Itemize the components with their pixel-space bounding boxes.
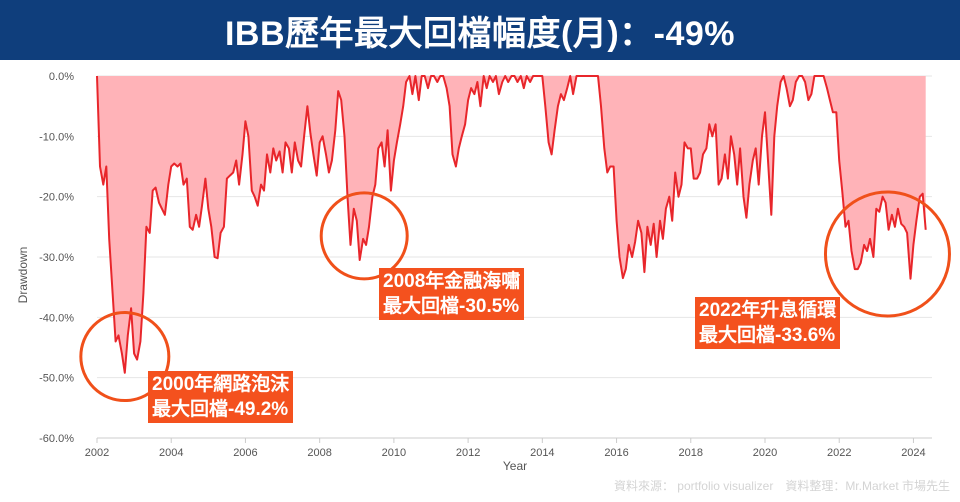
y-tick-label: -50.0%: [39, 373, 74, 385]
x-tick-label: 2010: [382, 447, 406, 459]
highlight-circle: [79, 311, 171, 403]
x-axis-label: Year: [503, 459, 527, 473]
x-tick-label: 2020: [753, 447, 777, 459]
annotation-gfc: 2008年金融海嘯 最大回檔-30.5%: [379, 268, 525, 320]
highlight-circle: [319, 191, 409, 281]
x-tick-label: 2004: [159, 447, 183, 459]
annotation-rate-hike-value: 最大回檔-33.6%: [699, 325, 836, 346]
y-axis-label: Drawdown: [16, 247, 30, 304]
x-tick-label: 2006: [233, 447, 257, 459]
annotation-dotcom-value: 最大回檔-49.2%: [152, 399, 289, 420]
drawdown-line: [96, 75, 927, 374]
annotation-circles: [79, 190, 951, 403]
x-tick-label: 2002: [85, 447, 109, 459]
annotation-gfc-value: 最大回檔-30.5%: [383, 296, 520, 317]
chart-title: IBB歷年最大回檔幅度(月)：-49%: [0, 0, 960, 60]
drawdown-area: [97, 76, 926, 373]
annotation-gfc-title: 2008年金融海嘯: [383, 271, 521, 292]
annotation-dotcom: 2000年網路泡沫 最大回檔-49.2%: [148, 371, 294, 423]
x-tick-label: 2024: [901, 447, 925, 459]
annotation-rate-hike: 2022年升息循環 最大回檔-33.6%: [695, 297, 841, 349]
x-tick-label: 2014: [530, 447, 554, 459]
x-tick-label: 2008: [307, 447, 331, 459]
y-tick-label: -60.0%: [39, 433, 74, 445]
y-axis-ticks: 0.0% -10.0% -20.0% -30.0% -40.0% -50.0% -60.0%: [39, 71, 74, 445]
y-tick-label: -30.0%: [39, 252, 74, 264]
x-tick-label: 2018: [679, 447, 703, 459]
x-tick-label: 2016: [604, 447, 628, 459]
x-axis-ticks: 2002 2004 2006 2008 2010 2012 2014 2016 2018 2020…: [85, 437, 932, 459]
source-footer: 資料來源： portfolio visualizer 資料整理：Mr.Marke…: [613, 479, 950, 493]
y-tick-label: -40.0%: [39, 312, 74, 324]
highlight-circle: [823, 190, 951, 318]
x-tick-label: 2022: [827, 447, 851, 459]
y-tick-label: -20.0%: [39, 192, 74, 204]
x-tick-label: 2012: [456, 447, 480, 459]
annotation-rate-hike-title: 2022年升息循環: [699, 300, 837, 321]
annotation-dotcom-title: 2000年網路泡沫: [152, 374, 290, 395]
y-tick-label: -10.0%: [39, 131, 74, 143]
y-tick-label: 0.0%: [49, 71, 74, 83]
